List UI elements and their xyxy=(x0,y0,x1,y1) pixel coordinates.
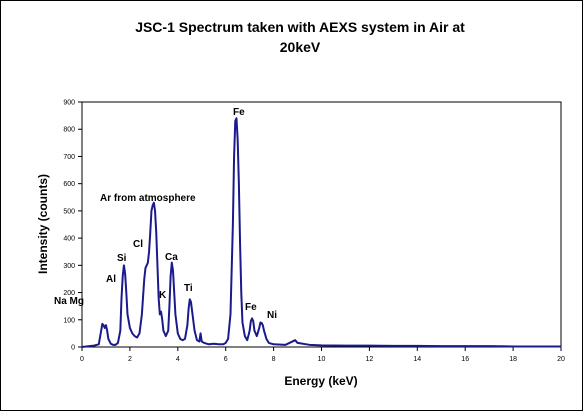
annotation: Ca xyxy=(165,252,178,263)
x-tick-label: 20 xyxy=(557,356,565,363)
y-tick-label: 900 xyxy=(63,100,75,107)
y-tick-label: 100 xyxy=(63,317,75,324)
annotation: Ar from atmosphere xyxy=(100,193,196,204)
annotation: Ti xyxy=(184,283,193,294)
y-tick-label: 800 xyxy=(63,127,75,134)
y-tick-label: 0 xyxy=(71,345,75,352)
annotation: Fe xyxy=(233,107,245,118)
y-tick-label: 300 xyxy=(63,263,75,270)
x-tick-label: 10 xyxy=(318,356,326,363)
chart-title: JSC-1 Spectrum taken with AEXS system in… xyxy=(135,19,465,35)
x-axis-title: Energy (keV) xyxy=(284,374,357,388)
y-tick-label: 700 xyxy=(63,154,75,161)
x-tick-label: 0 xyxy=(80,356,84,363)
x-tick-label: 14 xyxy=(413,356,421,363)
y-axis-title: Intensity (counts) xyxy=(36,174,50,274)
x-tick-label: 12 xyxy=(366,356,374,363)
annotation: Fe xyxy=(245,302,257,313)
spectrum-line xyxy=(81,117,561,348)
annotation: Si xyxy=(117,253,127,264)
annotation: Na Mg xyxy=(54,296,84,307)
x-tick-label: 8 xyxy=(272,356,276,363)
x-tick-label: 16 xyxy=(461,356,469,363)
x-tick-label: 4 xyxy=(176,356,180,363)
annotation: Al xyxy=(106,274,116,285)
annotation: Ni xyxy=(267,310,277,321)
y-tick-label: 500 xyxy=(63,208,75,215)
y-tick-label: 600 xyxy=(63,181,75,188)
annotation: K xyxy=(159,290,167,301)
y-tick-label: 200 xyxy=(63,290,75,297)
x-tick-label: 6 xyxy=(224,356,228,363)
x-tick-label: 18 xyxy=(509,356,517,363)
x-tick-label: 2 xyxy=(128,356,132,363)
chart-title: 20keV xyxy=(280,39,321,55)
y-tick-label: 400 xyxy=(63,236,75,243)
annotation: Cl xyxy=(133,239,143,250)
